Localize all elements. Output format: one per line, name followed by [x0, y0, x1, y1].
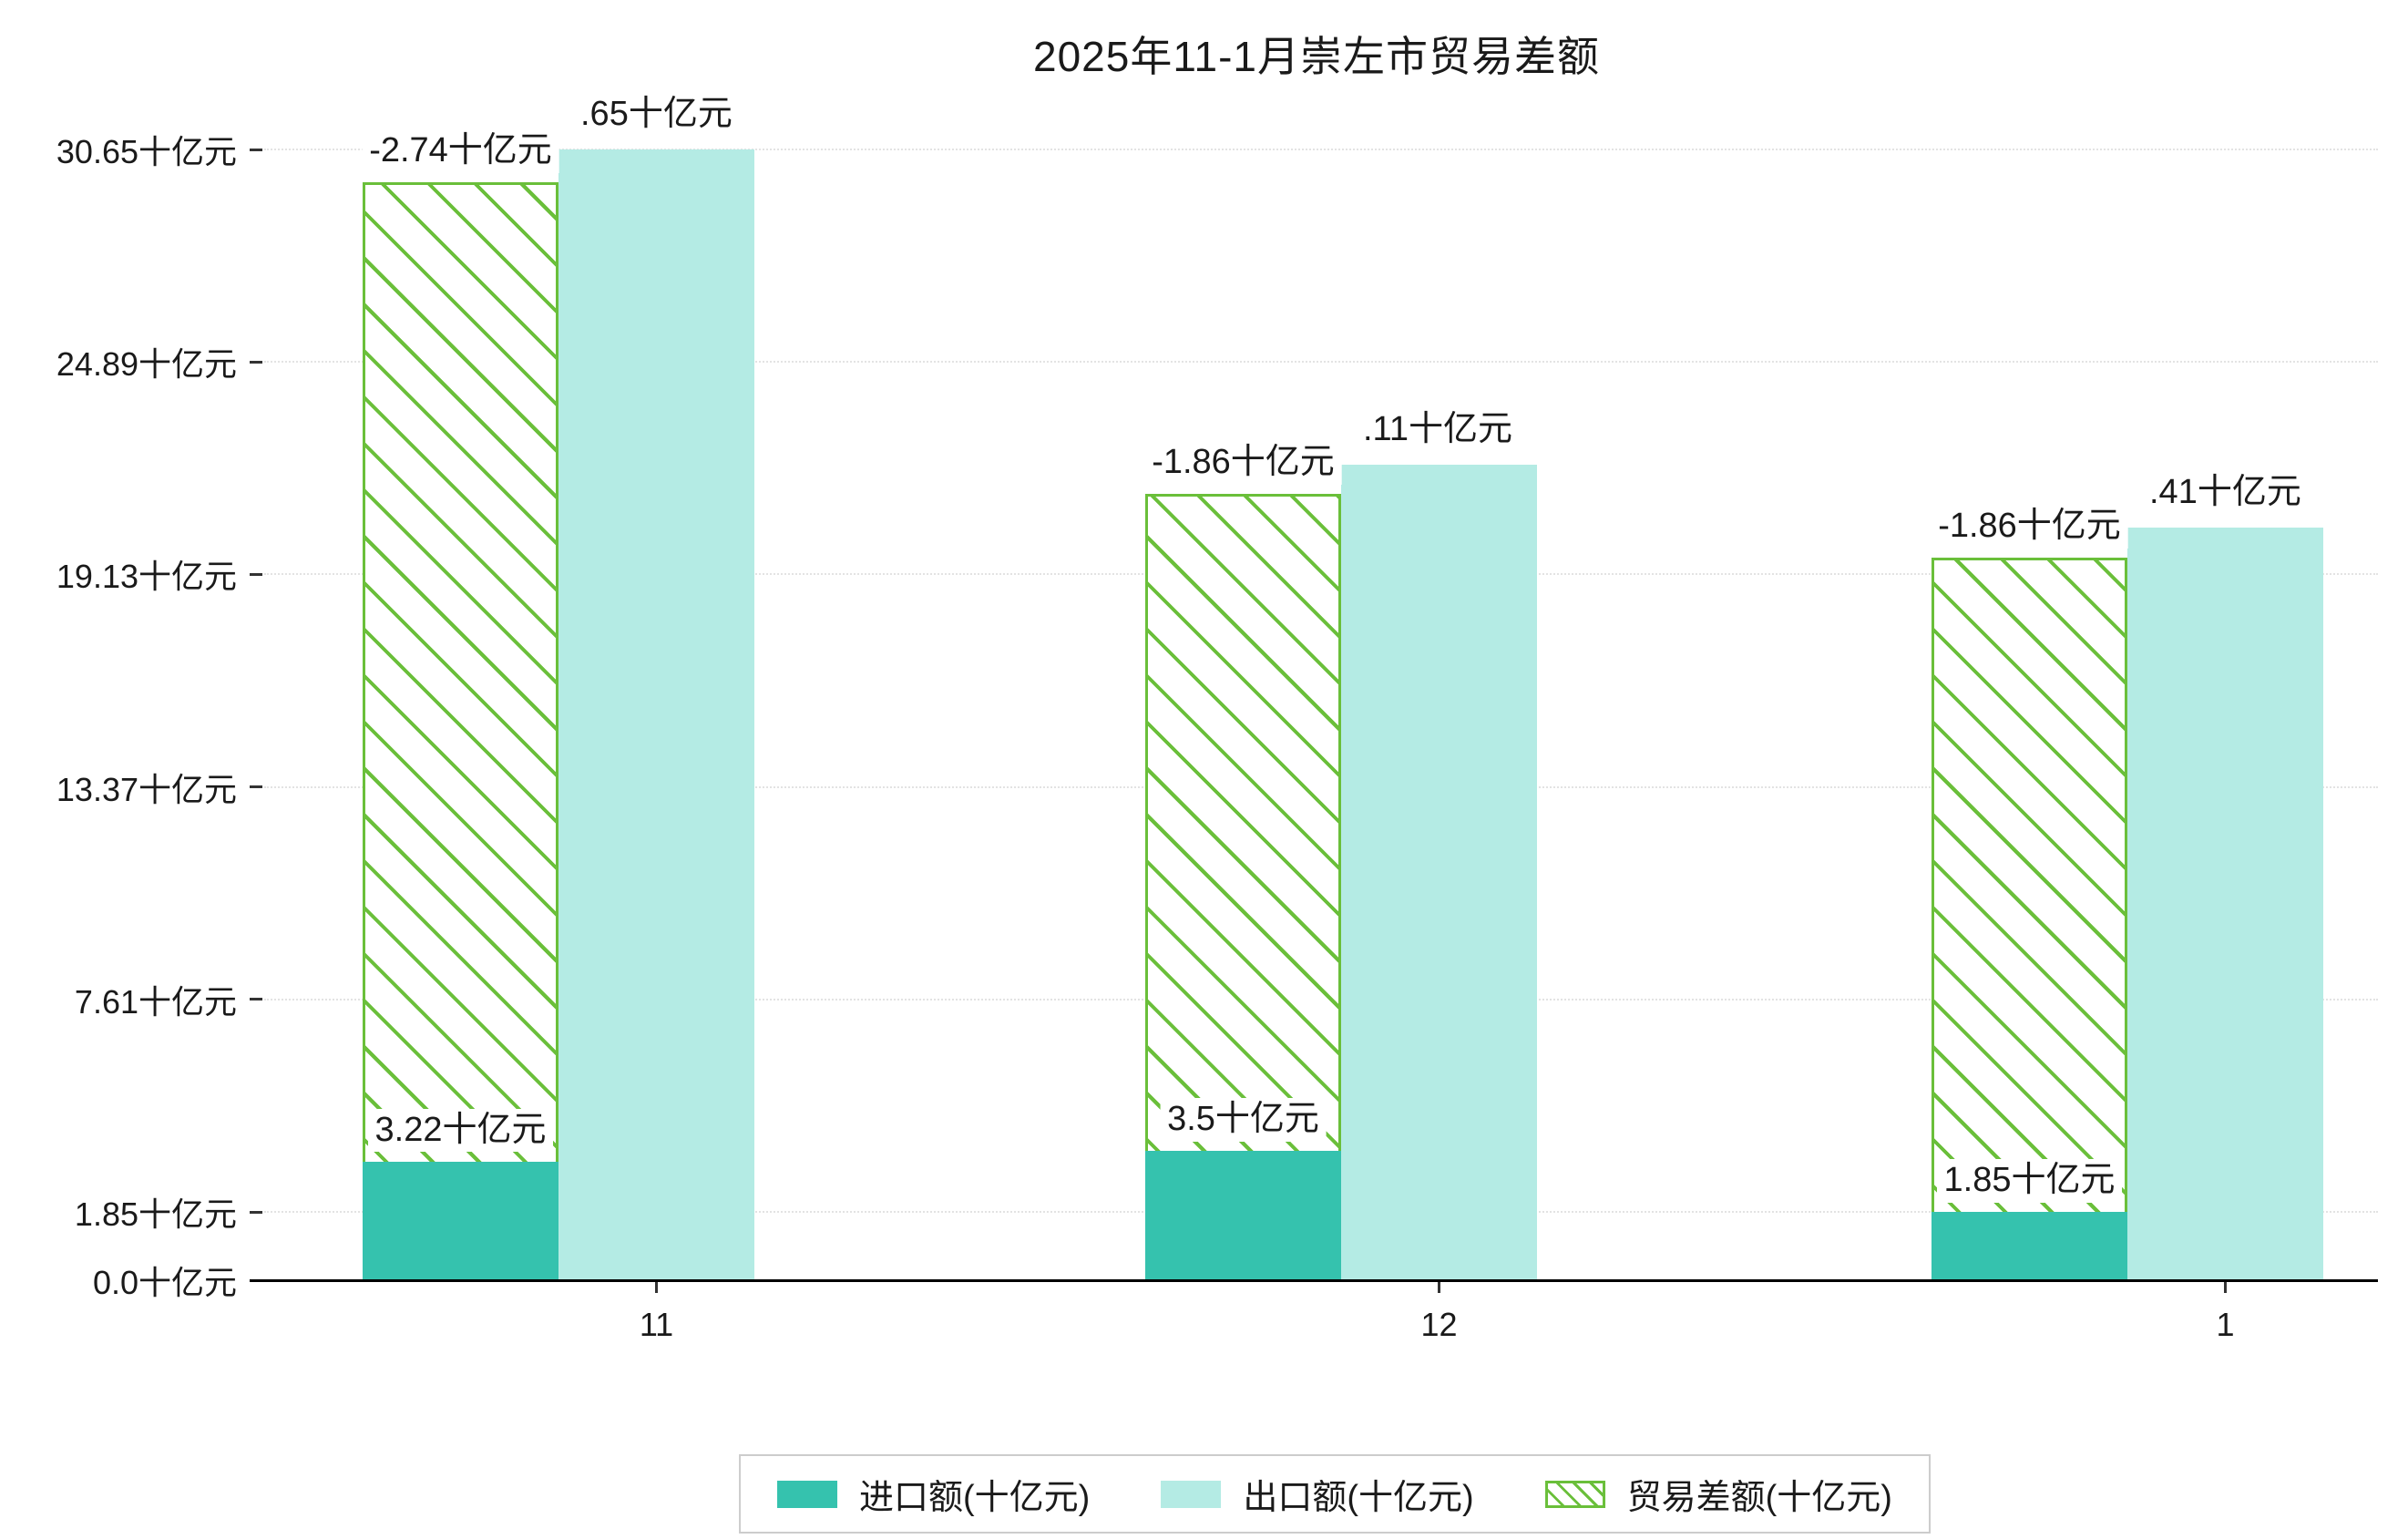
y-gridline — [264, 361, 2378, 364]
label-export-1: .41十亿元 — [2142, 470, 2309, 515]
legend-item-export: 出口额(十亿元) — [1161, 1469, 1474, 1519]
label-export-12: .11十亿元 — [1356, 407, 1521, 452]
y-tick-label: 0.0十亿元 — [92, 1264, 237, 1301]
x-axis-line — [250, 1279, 2378, 1282]
legend-item-trade-balance: 贸易差额(十亿元) — [1544, 1469, 1892, 1519]
legend: 进口额(十亿元) 出口额(十亿元) 贸易差额(十亿元) — [739, 1454, 1931, 1534]
y-tick-mark — [250, 785, 262, 789]
y-tick-mark — [250, 998, 262, 1001]
bar-import-1 — [1932, 1212, 2127, 1280]
y-tick-mark — [250, 148, 262, 151]
label-export-11: .65十亿元 — [573, 93, 740, 137]
label-trade-balance-11: -2.74十亿元 — [362, 129, 559, 173]
bar-export-1 — [2127, 527, 2323, 1280]
x-tick-label-1: 1 — [2216, 1306, 2235, 1343]
y-tick-label: 1.85十亿元 — [74, 1195, 237, 1234]
bar-trade-balance-12 — [1145, 494, 1341, 1280]
chart-title: 2025年11-1月崇左市贸易差额 — [1033, 33, 1600, 80]
legend-label-import: 进口额(十亿元) — [859, 1479, 1091, 1517]
x-tick-mark-1 — [2224, 1282, 2227, 1293]
legend-label-trade-balance: 贸易差额(十亿元) — [1626, 1479, 1892, 1517]
label-import-12: 3.5十亿元 — [1160, 1098, 1327, 1142]
bar-export-11 — [558, 149, 754, 1280]
legend-label-export: 出口额(十亿元) — [1243, 1479, 1474, 1517]
legend-item-import: 进口额(十亿元) — [777, 1469, 1090, 1519]
y-tick-mark — [250, 360, 262, 364]
y-tick-label: 7.61十亿元 — [74, 982, 237, 1021]
y-tick-label: 30.65十亿元 — [56, 133, 237, 170]
y-tick-mark — [250, 1210, 262, 1214]
y-tick-label: 19.13十亿元 — [56, 558, 237, 596]
y-gridline — [264, 149, 2378, 150]
label-import-1: 1.85十亿元 — [1936, 1159, 2123, 1203]
label-trade-balance-1: -1.86十亿元 — [1931, 504, 2128, 549]
trade-balance-swatch-icon — [1544, 1480, 1605, 1508]
bar-trade-balance-11 — [363, 182, 558, 1280]
x-tick-label-11: 11 — [639, 1306, 674, 1343]
bar-export-12 — [1341, 464, 1537, 1280]
x-tick-label-12: 12 — [1420, 1306, 1458, 1343]
label-trade-balance-12: -1.86十亿元 — [1144, 441, 1342, 485]
bar-import-11 — [363, 1161, 558, 1280]
y-tick-mark — [250, 572, 262, 576]
x-tick-mark-12 — [1438, 1282, 1440, 1293]
export-swatch-icon — [1161, 1480, 1222, 1508]
import-swatch-icon — [777, 1480, 838, 1508]
y-tick-label: 24.89十亿元 — [56, 345, 237, 384]
label-import-11: 3.22十亿元 — [367, 1108, 554, 1153]
x-tick-mark-11 — [655, 1282, 658, 1293]
y-tick-label: 13.37十亿元 — [56, 770, 237, 808]
bar-import-12 — [1145, 1151, 1341, 1280]
